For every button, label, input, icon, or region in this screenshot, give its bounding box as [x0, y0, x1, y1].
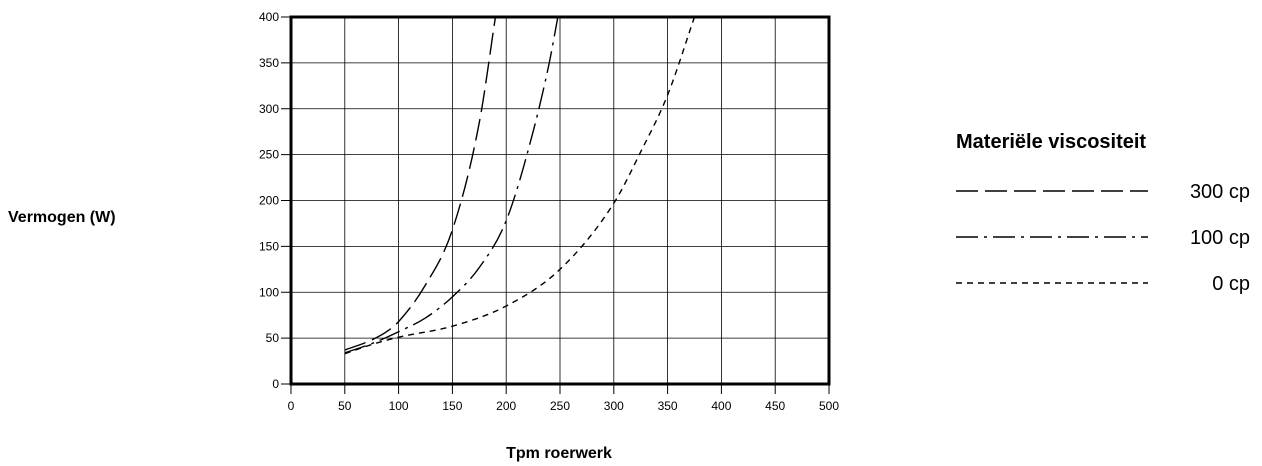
grid — [290, 16, 830, 385]
x-tick-label-350: 350 — [658, 399, 678, 413]
legend: Materiële viscositeit 300 cp 100 cp 0 cp — [956, 131, 1250, 295]
y-tick-label-100: 100 — [259, 285, 279, 299]
y-tick-label-0: 0 — [272, 377, 279, 391]
x-tick-label-50: 50 — [338, 399, 352, 413]
legend-label-0: 300 cp — [1190, 181, 1250, 203]
y-axis-label: Vermogen (W) — [8, 209, 116, 226]
x-tick-label-400: 400 — [711, 399, 731, 413]
series-layer — [344, 16, 696, 355]
series-line-1 — [344, 16, 559, 354]
axis-ticks: 0 50 100 150 200 250 300 350 400 450 500 0 50 100 150 2… — [259, 10, 839, 413]
y-tick-label-200: 200 — [259, 194, 279, 208]
series-line-2 — [344, 16, 696, 355]
x-tick-label-300: 300 — [604, 399, 624, 413]
y-tick-label-350: 350 — [259, 56, 279, 70]
x-tick-label-100: 100 — [389, 399, 409, 413]
legend-title: Materiële viscositeit — [956, 131, 1146, 153]
x-tick-label-0: 0 — [288, 399, 295, 413]
series-line-0 — [344, 16, 497, 351]
legend-label-2: 0 cp — [1212, 273, 1250, 295]
y-tick-label-300: 300 — [259, 102, 279, 116]
x-tick-label-200: 200 — [496, 399, 516, 413]
y-tick-label-250: 250 — [259, 148, 279, 162]
legend-label-1: 100 cp — [1190, 227, 1250, 249]
y-tick-label-50: 50 — [266, 331, 280, 345]
x-tick-label-150: 150 — [442, 399, 462, 413]
y-tick-label-400: 400 — [259, 10, 279, 24]
y-tick-label-150: 150 — [259, 239, 279, 253]
x-tick-label-250: 250 — [550, 399, 570, 413]
x-tick-label-500: 500 — [819, 399, 839, 413]
x-axis-label: Tpm roerwerk — [506, 445, 612, 462]
x-tick-label-450: 450 — [765, 399, 785, 413]
